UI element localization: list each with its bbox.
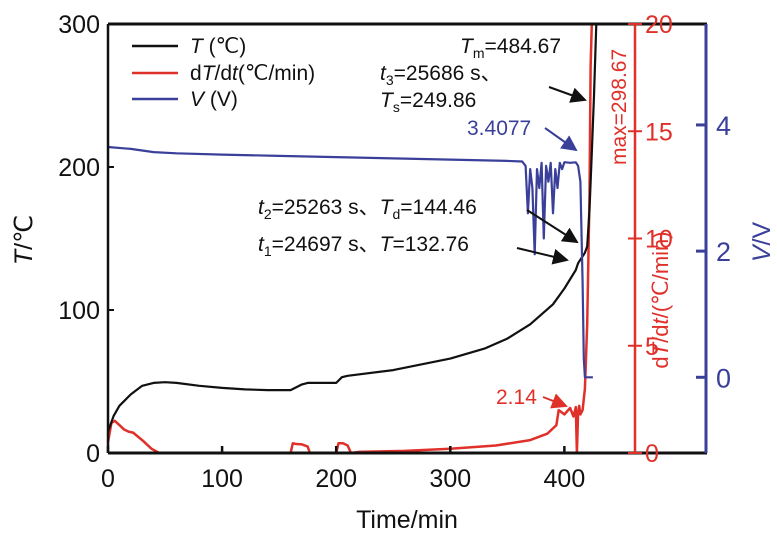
y-axis-title: T/℃ xyxy=(10,215,38,265)
annotation-ts: Ts=249.86 xyxy=(380,89,476,115)
annotation-rate-peak: 2.14 xyxy=(496,386,537,409)
annotation-arrow-ts xyxy=(548,86,587,103)
annotations: Tm=484.67 t3=25686 s、 Ts=249.86 3.4077 t… xyxy=(258,35,631,409)
y2-tick-label: 5 xyxy=(645,333,659,361)
x-axis-title: Time/min xyxy=(356,506,458,534)
x-tick-label: 100 xyxy=(201,465,243,493)
annotation-rate-max: max=298.67 xyxy=(608,49,631,165)
x-tick-label: 200 xyxy=(315,465,357,493)
annotation-t1: t1=24697 s、T=132.76 xyxy=(258,233,469,259)
y2-tick-label: 0 xyxy=(645,440,659,468)
annotation-tm: Tm=484.67 xyxy=(460,35,561,61)
legend: T (℃) dT/dt(℃/min) V (V) xyxy=(132,35,315,111)
y3-tick-label: 2 xyxy=(716,237,731,267)
annotation-t3: t3=25686 s、 xyxy=(380,62,502,88)
legend-label-T: T (℃) xyxy=(190,35,246,58)
y2-tick-label: 20 xyxy=(645,11,673,39)
legend-label-V: V (V) xyxy=(190,88,238,111)
x-tick-label: 400 xyxy=(544,465,586,493)
annotation-arrow-rate-peak xyxy=(542,393,568,409)
y2-tick-label: 10 xyxy=(645,226,673,254)
y-tick-label: 0 xyxy=(86,440,100,468)
annotation-v-peak: 3.4077 xyxy=(467,117,531,140)
y3-axis-title: V/V xyxy=(748,222,776,263)
annotation-arrow-v-peak xyxy=(544,127,578,152)
y3-tick-label: 0 xyxy=(716,363,731,393)
y-tick-label: 300 xyxy=(58,11,100,39)
legend-label-dTdt: dT/dt(℃/min) xyxy=(190,62,315,85)
annotation-t2: t2=25263 s、Td=144.46 xyxy=(258,196,477,222)
y3-tick-label: 4 xyxy=(716,111,731,141)
annotation-arrow-t2 xyxy=(526,209,579,244)
series-voltage xyxy=(107,145,593,379)
x-tick-label: 300 xyxy=(429,465,471,493)
y-tick-label: 100 xyxy=(58,297,100,325)
series-temperature xyxy=(106,23,598,432)
y2-axis-title: dT/dt/(℃/min) xyxy=(648,231,673,368)
annotation-arrow-t1 xyxy=(516,247,569,265)
y2-tick-label: 15 xyxy=(645,118,673,146)
x-tick-label: 0 xyxy=(101,465,115,493)
y-tick-label: 200 xyxy=(58,154,100,182)
